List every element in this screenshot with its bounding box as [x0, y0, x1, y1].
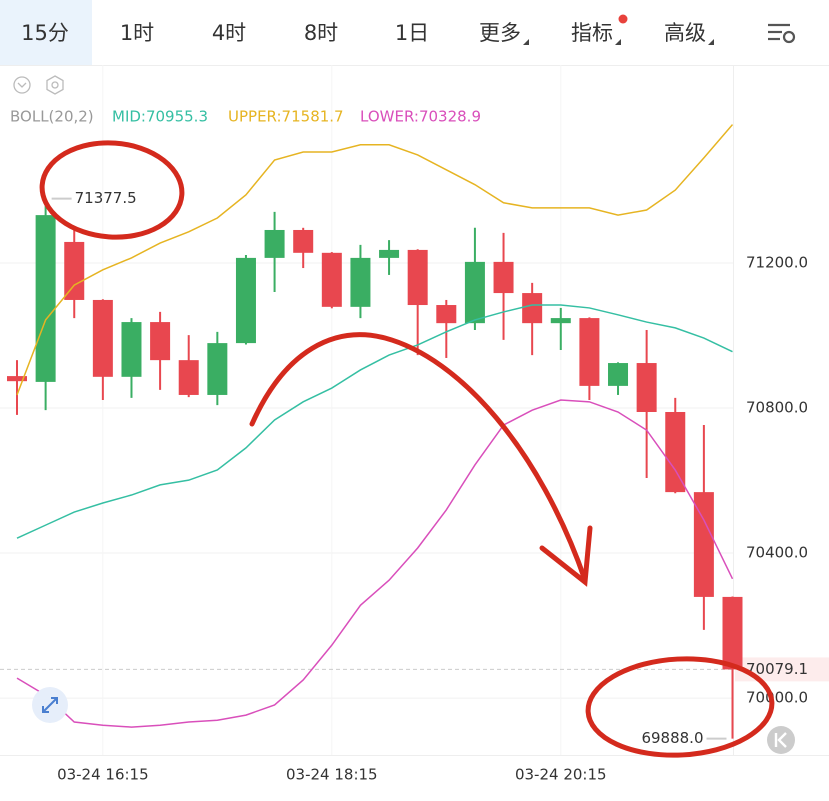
- last-price-label: 70079.1: [746, 660, 808, 678]
- tabs: 15分 1时 4时 8时 1日 更多 指标 高级: [0, 0, 714, 65]
- candle-body: [522, 293, 543, 324]
- indicator-name: BOLL(20,2): [10, 108, 94, 126]
- candle-body: [350, 257, 371, 307]
- candle-body: [235, 257, 256, 344]
- candle-body: [464, 261, 485, 324]
- candle-body: [608, 363, 629, 386]
- candle-body: [293, 229, 314, 253]
- candle-body: [92, 299, 113, 377]
- tab-bar: [0, 0, 829, 65]
- legend-entry: LOWER:70328.9: [360, 108, 481, 126]
- candle-body: [665, 411, 686, 493]
- candle-body: [207, 343, 228, 395]
- boll-line: [16, 399, 734, 728]
- candle-body: [407, 249, 428, 306]
- plot: 71200.0 70800.0 70400.0 70000.0 03-24 16:15 0…: [0, 65, 829, 784]
- tab[interactable]: 4时: [212, 21, 246, 45]
- extreme-label: 71377.5: [75, 189, 137, 207]
- candle-body: [321, 252, 342, 307]
- candle-body: [121, 322, 142, 377]
- boll-line: [16, 124, 734, 396]
- candle-body: [693, 492, 714, 597]
- y-tick-label: 70800.0: [746, 399, 808, 417]
- tab-active-bg: [0, 0, 92, 65]
- tab[interactable]: 1时: [120, 21, 154, 45]
- candle-body: [493, 261, 514, 294]
- tab[interactable]: 1日: [395, 21, 429, 45]
- x-tick-label: 03-24 18:15: [286, 766, 378, 784]
- candle-body: [436, 305, 457, 324]
- candle-body: [579, 318, 600, 386]
- candle-body: [264, 229, 285, 258]
- candle-body: [722, 596, 743, 670]
- tab-menu-arrow: [708, 39, 714, 45]
- candle-body: [379, 249, 400, 258]
- x-tick-label: 03-24 20:15: [515, 766, 607, 784]
- toolbar-icons[interactable]: [13, 75, 64, 95]
- tab[interactable]: 高级: [664, 21, 706, 45]
- candle-body: [150, 322, 171, 361]
- tab-menu-arrow: [523, 39, 529, 45]
- tab-dot: [618, 14, 628, 24]
- candle-body: [178, 360, 199, 395]
- tab[interactable]: 指标: [571, 21, 613, 45]
- candle-body: [636, 363, 657, 412]
- hand-annotations: [39, 140, 775, 758]
- tab-menu-arrow: [615, 39, 621, 45]
- expand-icon[interactable]: [32, 687, 68, 723]
- extreme-label: 69888.0: [641, 729, 703, 747]
- candle-body: [550, 318, 571, 324]
- x-tick-label: 03-24 16:15: [57, 766, 149, 784]
- scroll-latest-button[interactable]: [767, 726, 795, 754]
- tab[interactable]: 8时: [304, 21, 338, 45]
- boll-line: [16, 304, 733, 539]
- y-tick-label: 71200.0: [746, 253, 808, 271]
- candle-body: [35, 215, 56, 382]
- legend-entry: UPPER:71581.7: [228, 108, 344, 126]
- candle-body: [7, 376, 27, 382]
- last-price-box: [735, 657, 829, 682]
- tab[interactable]: 更多: [479, 21, 521, 45]
- tab[interactable]: 15分: [21, 21, 69, 45]
- y-tick-label: 70400.0: [746, 544, 808, 562]
- legend-entry: MID:70955.3: [112, 108, 208, 126]
- candle-body: [64, 241, 85, 300]
- settings-icon[interactable]: [768, 23, 796, 44]
- y-tick-label: 70000.0: [746, 689, 808, 707]
